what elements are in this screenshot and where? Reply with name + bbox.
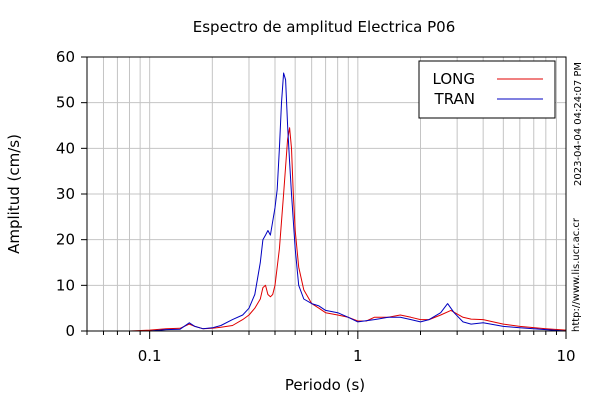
x-axis: 0.1 1 10	[86, 331, 576, 365]
series-line-tran	[87, 72, 567, 332]
series-lines	[87, 72, 567, 332]
x-tick-label: 10	[556, 347, 575, 365]
chart-title: Espectro de amplitud Electrica P06	[193, 18, 456, 36]
url-label: http://www.lis.ucr.ac.cr	[571, 218, 582, 332]
y-tick-label: 40	[56, 139, 75, 157]
legend-label-tran: TRAN	[434, 90, 475, 108]
y-tick-label: 0	[65, 322, 75, 340]
x-tick-label: 1	[353, 347, 363, 365]
y-tick-label: 30	[56, 185, 75, 203]
y-tick-label: 20	[56, 231, 75, 249]
y-tick-label: 10	[56, 276, 75, 294]
plot-frame	[86, 56, 567, 332]
series-line-long	[87, 127, 567, 332]
x-tick-label: 0.1	[138, 347, 162, 365]
timestamp-label: 2023-04-04 04:24:07 PM	[573, 61, 584, 186]
legend-label-long: LONG	[433, 70, 475, 88]
y-axis: 0 10 20 30 40 50 60	[56, 48, 87, 340]
x-axis-label: Periodo (s)	[285, 376, 365, 394]
y-axis-label: Amplitud (cm/s)	[5, 134, 23, 254]
legend-box	[418, 60, 556, 119]
legend: LONG TRAN	[418, 60, 556, 119]
y-tick-label: 50	[56, 94, 75, 112]
y-tick-label: 60	[56, 48, 75, 66]
